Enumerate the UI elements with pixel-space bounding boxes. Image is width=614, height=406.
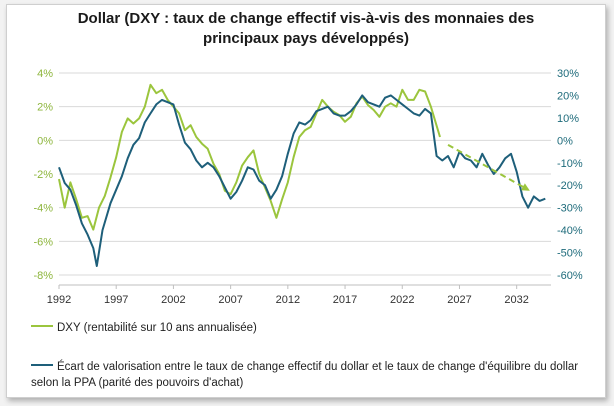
y-right-tick-label: 0% — [557, 135, 573, 147]
y-right-tick-label: 10% — [557, 113, 579, 125]
chart-title: Dollar (DXY : taux de change effectif vi… — [7, 9, 605, 49]
y-right-tick-label: -50% — [557, 248, 583, 260]
series-line-ppa — [58, 94, 546, 267]
y-right-tick-label: 20% — [557, 90, 579, 102]
x-tick-label: 2022 — [390, 294, 414, 306]
x-tick-label: 2007 — [218, 294, 242, 306]
y-left-tick-label: 2% — [37, 102, 53, 114]
x-tick-label: 2027 — [447, 294, 471, 306]
legend-swatch-ppa — [31, 363, 53, 366]
y-right-tick-label: -10% — [557, 158, 583, 170]
line-chart: 4% 2% 0% -2% -4% -6% -8% 30% 20% 10% 0% -10% -20% -30… — [33, 68, 582, 306]
y-right-tick-label: 30% — [557, 68, 579, 80]
y-right-tick-label: -20% — [557, 180, 583, 192]
trend-arrow — [447, 143, 530, 191]
y-left-tick-label: -2% — [33, 169, 53, 181]
x-tick-label: 2017 — [333, 294, 357, 306]
x-tick-label: 2032 — [504, 294, 528, 306]
chart-title-line-2: principaux pays développés) — [203, 30, 409, 47]
legend-item-dxy: DXY (rentabilité sur 10 ans annualisée) — [31, 320, 601, 336]
annotations — [447, 143, 530, 191]
axes: 4% 2% 0% -2% -4% -6% -8% 30% 20% 10% 0% -10% -20% -30… — [33, 68, 582, 306]
legend-item-ppa: Écart de valorisation entre le taux de c… — [31, 359, 601, 391]
x-tick-label: 1992 — [47, 294, 71, 306]
series-line-dxy — [58, 83, 441, 231]
y-left-tick-label: 4% — [37, 68, 53, 80]
x-tick-label: 2012 — [276, 294, 300, 306]
y-right-tick-label: -60% — [557, 270, 583, 282]
x-tick-label: 1997 — [104, 294, 128, 306]
y-left-tick-label: -8% — [33, 270, 53, 282]
legend-label-ppa: Écart de valorisation entre le taux de c… — [31, 361, 579, 389]
y-right-tick-label: -40% — [557, 225, 583, 237]
y-left-tick-label: -4% — [33, 203, 53, 215]
y-right-tick-label: -30% — [557, 203, 583, 215]
y-left-tick-label: 0% — [37, 135, 53, 147]
y-left-tick-label: -6% — [33, 236, 53, 248]
chart-card: Dollar (DXY : taux de change effectif vi… — [6, 4, 606, 398]
legend-swatch-dxy — [31, 324, 53, 327]
gridlines — [59, 72, 551, 276]
series-lines — [58, 83, 546, 267]
chart-title-line-1: Dollar (DXY : taux de change effectif vi… — [77, 10, 535, 27]
legend-label-dxy: DXY (rentabilité sur 10 ans annualisée) — [57, 322, 257, 334]
x-tick-label: 2002 — [161, 294, 185, 306]
